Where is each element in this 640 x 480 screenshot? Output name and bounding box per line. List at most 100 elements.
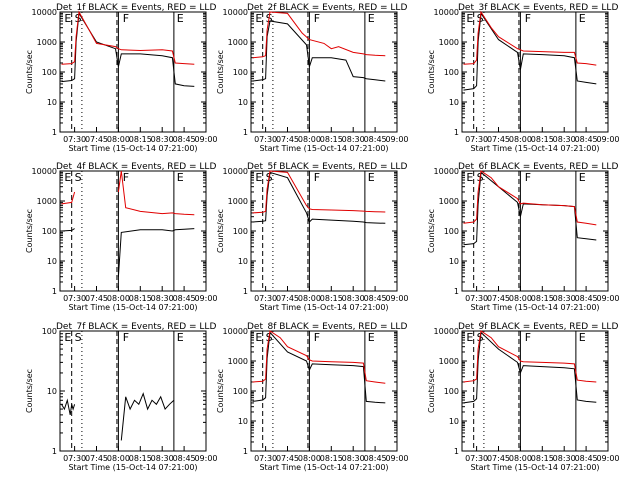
- chart-title: Det_6f BLACK = Events, RED = LLD: [458, 162, 618, 172]
- y-tick-label: 1: [454, 287, 459, 296]
- x-tick-label: 09:00: [194, 454, 217, 463]
- y-tick-label: 10000: [223, 8, 248, 17]
- x-tick-label: 08:00: [107, 294, 130, 303]
- x-axis-label: Start Time (15-Oct-14 07:21:00): [68, 463, 197, 472]
- x-tick-label: 08:30: [151, 454, 174, 463]
- x-tick-label: 08:45: [364, 454, 387, 463]
- x-tick-label: 08:30: [342, 454, 365, 463]
- x-tick-label: 08:15: [129, 454, 152, 463]
- y-tick-label: 10: [449, 417, 459, 426]
- y-tick-label: 1000: [439, 38, 459, 47]
- y-tick-label: 10000: [32, 8, 57, 17]
- x-tick-label: 08:30: [553, 294, 576, 303]
- series-line: [463, 10, 597, 66]
- x-tick-label: 08:45: [173, 294, 196, 303]
- x-tick-label: 07:30: [465, 135, 488, 144]
- x-tick-label: 08:15: [531, 454, 554, 463]
- y-tick-label: 1: [52, 287, 57, 296]
- series-line: [252, 330, 386, 384]
- segment-label: E: [466, 331, 473, 344]
- y-tick-label: 1000: [439, 357, 459, 366]
- y-tick-label: 100: [42, 327, 57, 336]
- y-tick-label: 1: [52, 447, 57, 456]
- segment-label: E: [255, 331, 262, 344]
- chart-title: Det_3f BLACK = Events, RED = LLD: [458, 3, 618, 13]
- x-tick-label: 07:45: [85, 454, 108, 463]
- y-tick-label: 10: [47, 387, 57, 396]
- x-tick-label: 08:30: [553, 135, 576, 144]
- y-tick-label: 10000: [32, 167, 57, 176]
- x-tick-label: 08:45: [173, 135, 196, 144]
- series-line: [463, 330, 597, 383]
- x-tick-label: 09:00: [596, 135, 619, 144]
- x-tick-label: 07:45: [276, 294, 299, 303]
- y-tick-label: 1: [52, 128, 57, 137]
- x-tick-label: 09:00: [385, 135, 408, 144]
- x-tick-label: 08:00: [509, 135, 532, 144]
- x-tick-label: 07:30: [254, 294, 277, 303]
- x-tick-label: 07:30: [254, 135, 277, 144]
- x-tick-label: 08:15: [129, 294, 152, 303]
- x-tick-label: 08:00: [107, 454, 130, 463]
- y-axis-label: Counts/sec: [216, 50, 225, 94]
- x-tick-label: 08:30: [151, 294, 174, 303]
- y-tick-label: 10: [238, 98, 248, 107]
- x-tick-label: 07:30: [465, 294, 488, 303]
- segment-label: F: [525, 331, 531, 344]
- x-tick-label: 07:45: [487, 454, 510, 463]
- x-axis-label: Start Time (15-Oct-14 07:21:00): [259, 463, 388, 472]
- x-tick-label: 07:45: [85, 135, 108, 144]
- x-tick-label: 08:15: [531, 294, 554, 303]
- x-tick-label: 08:45: [575, 135, 598, 144]
- x-axis-label: Start Time (15-Oct-14 07:21:00): [68, 303, 197, 312]
- x-tick-label: 08:15: [129, 135, 152, 144]
- x-tick-label: 07:30: [63, 135, 86, 144]
- y-axis-label: Counts/sec: [25, 209, 34, 253]
- x-tick-label: 09:00: [385, 454, 408, 463]
- x-tick-label: 08:45: [575, 294, 598, 303]
- x-tick-label: 08:30: [553, 454, 576, 463]
- segment-label: E: [255, 12, 262, 25]
- segment-label: F: [314, 171, 320, 184]
- y-tick-label: 1000: [37, 197, 57, 206]
- series-line: [463, 11, 597, 91]
- x-tick-label: 08:00: [509, 294, 532, 303]
- x-tick-label: 08:15: [320, 294, 343, 303]
- y-axis-label: Counts/sec: [427, 50, 436, 94]
- segment-label: E: [368, 331, 375, 344]
- y-tick-label: 1000: [228, 357, 248, 366]
- y-tick-label: 1: [243, 287, 248, 296]
- y-tick-label: 1: [454, 447, 459, 456]
- segment-label: E: [368, 171, 375, 184]
- y-axis-label: Counts/sec: [216, 369, 225, 413]
- segment-label: E: [64, 171, 71, 184]
- x-tick-label: 07:45: [276, 135, 299, 144]
- x-axis-label: Start Time (15-Oct-14 07:21:00): [259, 303, 388, 312]
- segment-label: E: [579, 331, 586, 344]
- x-tick-label: 08:30: [342, 294, 365, 303]
- series-line: [61, 392, 175, 441]
- segment-label: E: [368, 12, 375, 25]
- segment-label: E: [64, 12, 71, 25]
- y-tick-label: 1000: [228, 38, 248, 47]
- chart-title: Det_1f BLACK = Events, RED = LLD: [56, 3, 216, 13]
- y-tick-label: 10000: [434, 8, 459, 17]
- series-line: [463, 171, 597, 246]
- segment-label: F: [525, 171, 531, 184]
- x-tick-label: 09:00: [385, 294, 408, 303]
- segment-label: E: [466, 12, 473, 25]
- segment-label: E: [466, 171, 473, 184]
- y-tick-label: 1: [243, 447, 248, 456]
- segment-label: S: [75, 331, 82, 344]
- y-tick-label: 10: [449, 257, 459, 266]
- chart-title: Det_8f BLACK = Events, RED = LLD: [247, 322, 407, 332]
- segment-label: F: [123, 171, 129, 184]
- segment-label: E: [177, 171, 184, 184]
- x-tick-label: 09:00: [596, 454, 619, 463]
